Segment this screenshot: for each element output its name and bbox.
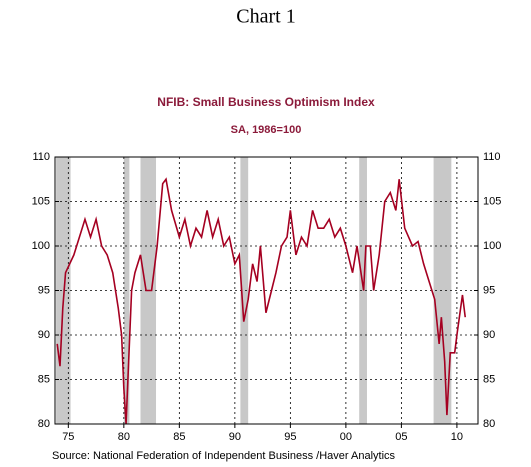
y-tick-label: 80 (38, 418, 50, 430)
x-tick-label: 85 (173, 431, 185, 443)
recession-band (433, 157, 452, 424)
chart-title: NFIB: Small Business Optimism Index (157, 95, 375, 109)
y-tick-label: 100 (32, 240, 50, 252)
x-tick-label: 95 (284, 431, 296, 443)
y2-tick-label: 110 (483, 151, 501, 163)
x-tick-label: 00 (340, 431, 352, 443)
y-tick-label: 95 (38, 284, 50, 296)
y-tick-label: 90 (38, 329, 50, 341)
recession-band (240, 157, 249, 424)
y2-tick-label: 80 (483, 418, 495, 430)
data-line (56, 177, 467, 425)
y-tick-label: 105 (32, 195, 50, 207)
x-tick-label: 80 (118, 431, 130, 443)
source-note: Source: National Federation of Independe… (52, 450, 396, 462)
y-tick-label: 110 (32, 151, 50, 163)
x-tick-label: 75 (62, 431, 74, 443)
x-tick-label: 10 (451, 431, 463, 443)
y2-tick-label: 105 (483, 195, 501, 207)
plot-frame (54, 156, 479, 425)
y-tick-label: 85 (38, 373, 50, 385)
page-title: Chart 1 (236, 6, 295, 28)
y2-tick-label: 100 (483, 240, 501, 252)
y2-tick-label: 90 (483, 329, 495, 341)
y2-tick-label: 85 (483, 373, 495, 385)
y2-tick-label: 95 (483, 284, 495, 296)
chart-subtitle: SA, 1986=100 (231, 124, 302, 136)
x-tick-label: 90 (229, 431, 241, 443)
x-tick-label: 05 (395, 431, 407, 443)
